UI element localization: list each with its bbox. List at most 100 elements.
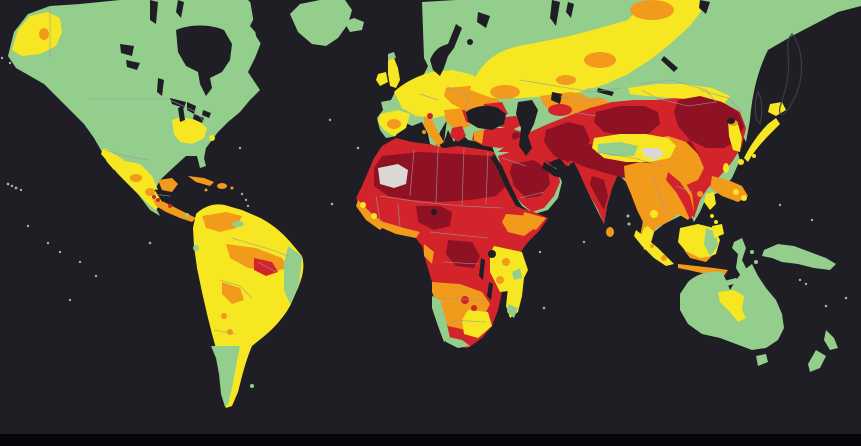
central-america-plume — [152, 198, 196, 222]
east-brazil-green-patch — [284, 246, 302, 304]
hudson-bay — [176, 25, 232, 96]
vietnam-strip — [666, 172, 694, 220]
arabia-core — [510, 160, 550, 198]
kamchatka-outline — [778, 33, 803, 116]
aleutian-island — [8, 61, 12, 65]
alaska-plume-core — [39, 28, 49, 40]
guinea-coast-spot — [360, 202, 366, 208]
central-america-hotspot — [156, 198, 160, 202]
russia-hotspot — [584, 52, 616, 68]
border-germany — [419, 93, 439, 101]
region-greenland — [290, 0, 352, 46]
nigeria-core — [416, 206, 452, 230]
yucatan-plume — [158, 178, 178, 192]
lake-malawi — [487, 282, 493, 300]
mauritius-island — [542, 306, 546, 310]
se-africa-yellow — [462, 310, 492, 338]
sardinia-spot — [422, 130, 426, 134]
greece-hotspot — [450, 126, 466, 142]
lake-winnipeg — [157, 78, 164, 96]
ecuador-green-patch — [193, 245, 199, 251]
eurasia-africa-waters — [430, 0, 735, 300]
scotland-patch — [388, 52, 396, 60]
china-coast-spot — [741, 195, 747, 201]
polynesia-island — [58, 250, 62, 254]
polynesia-island — [78, 260, 82, 264]
russia-hotspot — [630, 0, 674, 20]
mexico-red-spot — [152, 195, 156, 199]
polynesia-island — [68, 298, 72, 302]
solomon-island — [798, 278, 802, 282]
region-hainan — [697, 191, 703, 197]
border-brazil-north — [231, 237, 289, 257]
region-shikoku — [752, 154, 756, 158]
border-us-mexico — [103, 149, 149, 161]
southern-africa-hotspot — [461, 296, 469, 304]
region-kyushu — [738, 159, 744, 165]
region-italy — [424, 116, 444, 146]
novaya-zemlya — [522, 0, 536, 14]
border-libya — [435, 147, 439, 203]
red-sea — [491, 154, 522, 208]
ne-china-core — [674, 96, 744, 148]
region-patagonia — [211, 346, 240, 407]
himalaya-snow-patch — [642, 148, 664, 160]
sumatra-spot — [650, 244, 654, 248]
baffin-bay — [250, 0, 288, 52]
border-kazakh-uzbek — [559, 95, 607, 103]
polynesia-island — [46, 241, 50, 245]
hawaii-island — [19, 188, 23, 192]
west-india-core — [590, 176, 608, 210]
region-honshu — [744, 118, 780, 162]
guinea-coast-spot — [371, 213, 377, 219]
ocean-island-speckles — [0, 56, 848, 310]
lake-victoria — [488, 250, 496, 258]
argentina-spot — [221, 313, 227, 319]
china-coast-spot — [733, 189, 739, 195]
lake-michigan — [178, 106, 185, 122]
bottom-letterbox-bar — [0, 434, 861, 446]
moluccas-island — [750, 250, 754, 254]
region-cuba — [188, 176, 214, 186]
border-congo — [429, 231, 489, 239]
lesser-antilles — [240, 192, 244, 196]
border-bolivia — [219, 279, 253, 299]
ghana-coast-plume — [382, 222, 420, 238]
black-sea — [466, 105, 506, 130]
border-russia-kazakhstan — [519, 79, 623, 93]
solomon-island — [804, 282, 808, 286]
border-myanmar-thailand — [651, 175, 669, 215]
ob-gulf — [550, 0, 560, 26]
cape-verde-island — [330, 202, 334, 206]
lake-balkhash — [597, 88, 614, 96]
sumatra-spot — [661, 255, 667, 261]
region-tasmania — [756, 354, 768, 366]
border-yemen-oman — [519, 191, 545, 199]
australia-center-plume — [718, 290, 746, 322]
marshall-island — [810, 218, 814, 222]
sahara-extreme-patch — [378, 164, 408, 188]
polynesia-island — [26, 224, 30, 228]
hawaii-island — [6, 182, 10, 186]
congo-core — [446, 240, 480, 268]
region-britain — [388, 58, 400, 88]
somalia-plume — [522, 212, 546, 230]
border-china-vietnam — [675, 185, 693, 193]
po-valley-hotspot — [427, 113, 433, 119]
region-taiwan — [723, 163, 729, 173]
border-us-canada — [88, 98, 205, 123]
polynesia-island — [94, 274, 98, 278]
andaman-island — [627, 222, 631, 226]
border-libya-egypt — [461, 147, 465, 207]
seychelles-island — [538, 250, 542, 254]
madagascar-south-patch — [507, 304, 518, 318]
new-caledonia-island — [824, 304, 828, 308]
argentina-spot — [227, 329, 233, 335]
alaska-pollution-plume — [12, 12, 62, 56]
aleutian-island — [16, 64, 20, 68]
lake-tanganyika — [479, 258, 485, 280]
region-hokkaido — [768, 102, 786, 116]
xinjiang-core — [594, 106, 660, 136]
